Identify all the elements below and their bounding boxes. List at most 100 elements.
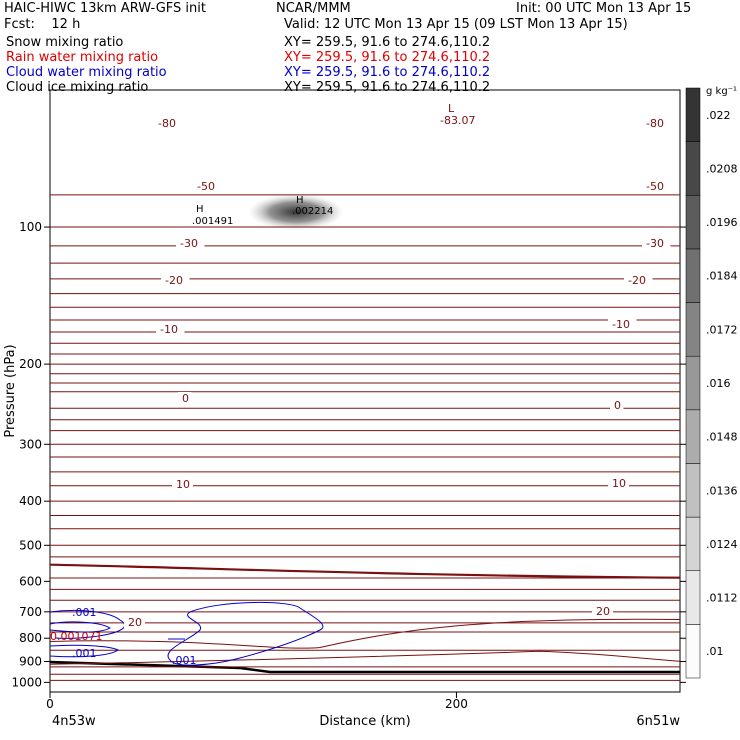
label-bg [172, 478, 193, 491]
cloud-water-contour [167, 601, 324, 666]
isotherm [49, 650, 681, 665]
temperature-label: -30 [646, 237, 664, 250]
label-bg [176, 237, 205, 250]
y-tick-label: 800 [19, 631, 42, 645]
temperature-label: 10 [612, 477, 626, 490]
colorbar-swatch [685, 570, 701, 625]
label-bg [642, 237, 671, 250]
y-tick-label: 300 [19, 437, 42, 451]
low-marker: L [448, 102, 455, 115]
x-end-label-left: 4n53w [52, 714, 96, 729]
isotherm [49, 618, 681, 649]
field-coordinates: XY= 259.5, 91.6 to 274.6,110.2 [284, 50, 491, 65]
temperature-label: -10 [612, 318, 630, 331]
temperature-label: 10 [176, 478, 190, 491]
ice-shading [248, 194, 344, 230]
cloud-water-label: .001 [72, 606, 97, 619]
valid-time: Valid: 12 UTC Mon 13 Apr 15 (09 LST Mon … [284, 17, 628, 32]
field-name: Rain water mixing ratio [6, 50, 159, 65]
field-name: Cloud ice mixing ratio [6, 80, 149, 95]
high-value: .002214 [292, 206, 333, 217]
contour-labels: -80 -80 -50 -50 -30 -30 -20 -20 -10 -10 0 0 10 10 20 20… [50, 102, 671, 667]
label-bg [624, 274, 653, 287]
colorbar-swatch [685, 516, 701, 571]
field-name: Cloud water mixing ratio [6, 65, 167, 80]
org-label: NCAR/MMM [276, 1, 351, 16]
label-bg [642, 180, 671, 193]
label-bg [592, 605, 613, 618]
colorbar-units: g kg⁻¹ [706, 86, 737, 97]
y-tick-label: 600 [19, 574, 42, 588]
label-bg [608, 477, 629, 490]
colorbar-label: .0112 [706, 592, 738, 605]
x-tick-label: 200 [445, 697, 468, 711]
colorbar-label: .0196 [706, 216, 738, 229]
low-value: -83.07 [440, 114, 475, 127]
field-coordinates: XY= 259.5, 91.6 to 274.6,110.2 [284, 35, 491, 50]
cloud-water-label: .001 [72, 647, 97, 660]
y-tick-label: 700 [19, 605, 42, 619]
colorbar-swatch [685, 624, 701, 679]
colorbar-swatch [685, 463, 701, 518]
colorbar-swatch [685, 409, 701, 464]
colorbar-label: .0148 [706, 431, 738, 444]
terrain-line [49, 660, 680, 674]
high-marker: H [296, 195, 304, 206]
y-tick-label: 100 [19, 220, 42, 234]
y-axis-label: Pressure (hPa) [3, 344, 18, 437]
temperature-label: 20 [128, 616, 142, 629]
colorbar-label: .01 [706, 645, 724, 658]
label-bg [608, 318, 637, 331]
colorbar-label: .0184 [706, 270, 738, 283]
field-name: Snow mixing ratio [6, 35, 124, 50]
colorbar-swatch [685, 248, 701, 303]
x-end-label-right: 6n51w [636, 714, 680, 729]
plot-title: HAIC-HIWC 13km ARW-GFS init [4, 1, 206, 16]
high-marker: H [196, 204, 204, 215]
isotherm-contours [49, 194, 681, 681]
temperature-label: -50 [646, 180, 664, 193]
plot-frame [49, 89, 681, 693]
x-tick-label: 0 [46, 697, 54, 711]
cloud-water-contour [49, 609, 125, 639]
colorbar-label: .0208 [706, 162, 738, 175]
colorbar-label: .016 [706, 377, 731, 390]
colorbar-swatch [685, 355, 701, 411]
colorbar-label: .0136 [706, 484, 738, 497]
label-bg [178, 392, 192, 405]
colorbar: .01 .0112 .0124 .0136 .0148 .016 .0172 .0184 .01… [685, 86, 738, 679]
y-tick-label: 500 [19, 538, 42, 552]
field-coordinates: XY= 259.5, 91.6 to 274.6,110.2 [284, 80, 491, 95]
temperature-label: -20 [165, 274, 183, 287]
isotherm-zero [49, 563, 681, 579]
colorbar-swatch [685, 87, 701, 142]
label-bg [193, 180, 222, 193]
label-bg [610, 399, 624, 412]
temperature-label: -80 [646, 117, 664, 130]
label-bg [156, 323, 185, 336]
y-tick-label: 400 [19, 494, 42, 508]
colorbar-label: .0124 [706, 538, 738, 551]
label-bg [161, 274, 190, 287]
cloud-water-label: .001 [172, 654, 197, 667]
y-tick-label: 200 [19, 357, 42, 371]
colorbar-swatch [685, 302, 701, 357]
high-value: .001491 [192, 216, 233, 227]
temperature-label: 0 [182, 392, 189, 405]
init-time: Init: 00 UTC Mon 13 Apr 15 [516, 1, 692, 16]
rain-label: 0.001071 [50, 630, 103, 643]
y-tick-label: 1000 [11, 675, 42, 689]
plot-border [49, 89, 681, 693]
temperature-label: 0 [614, 399, 621, 412]
y-tick-label: 900 [19, 655, 42, 669]
temperature-label: -50 [197, 180, 215, 193]
colorbar-label: .0172 [706, 323, 738, 336]
colorbar-swatch [685, 141, 701, 196]
x-axis-label: Distance (km) [319, 714, 410, 729]
colorbar-swatch [685, 195, 701, 250]
temperature-label: -20 [628, 274, 646, 287]
cloud-water-contour [49, 644, 119, 658]
label-bg [154, 117, 183, 130]
